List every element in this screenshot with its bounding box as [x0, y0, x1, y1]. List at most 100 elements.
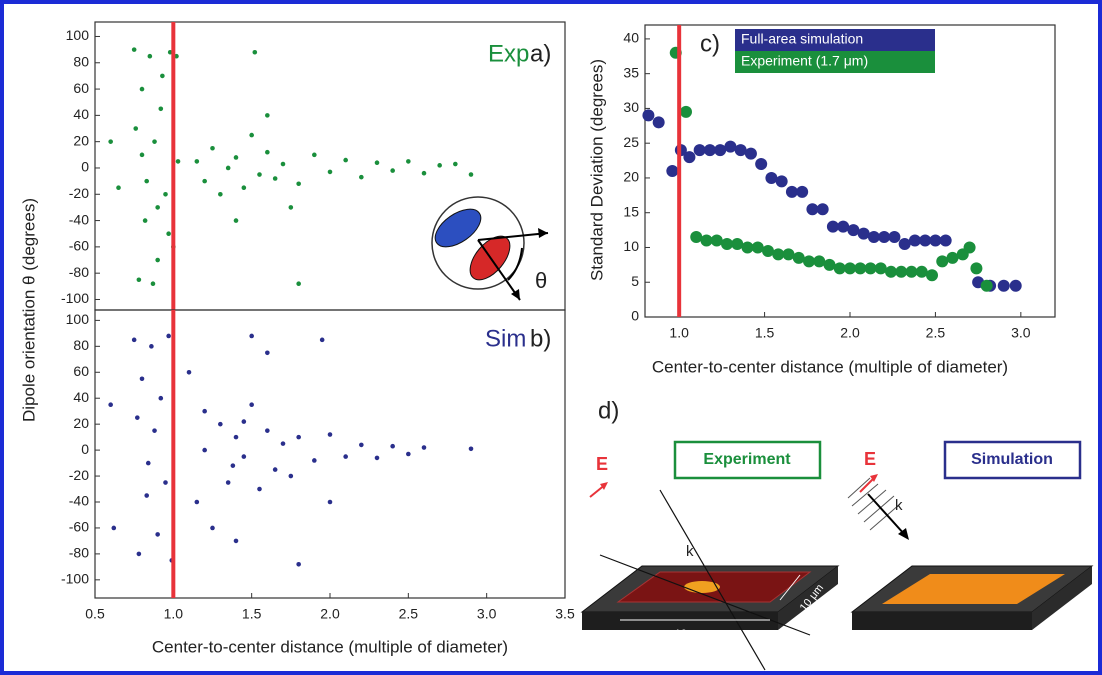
point [241, 454, 247, 459]
point [874, 262, 887, 275]
point [272, 467, 278, 472]
y-axis-title: Standard Deviation (degrees) [587, 59, 606, 281]
point [111, 525, 117, 531]
point [359, 174, 364, 180]
point [186, 369, 192, 375]
point [782, 248, 795, 261]
y-tick-label: 80 [73, 337, 89, 353]
point [792, 251, 805, 264]
point [202, 447, 207, 453]
point [150, 281, 156, 286]
wave-label: k [686, 543, 694, 560]
sim-label: Sim [485, 325, 526, 352]
point [155, 257, 160, 263]
point [312, 458, 317, 463]
point [1009, 279, 1022, 292]
point [296, 561, 301, 567]
x-tick-label: 1.5 [242, 606, 262, 622]
y-tick-label: 30 [623, 99, 639, 115]
x-tick-label: 3.5 [555, 606, 575, 622]
x-tick-label: 1.0 [164, 606, 184, 622]
y-tick-label: 5 [631, 273, 639, 289]
x-tick-label: 2.0 [320, 606, 340, 622]
point [926, 269, 938, 282]
dipole-inset [431, 196, 549, 301]
point [241, 185, 247, 190]
point [296, 181, 301, 187]
x-tick-label: 3.0 [477, 606, 497, 622]
point [765, 171, 778, 184]
point [249, 132, 254, 138]
y-tick-label: -20 [69, 467, 89, 483]
point [225, 165, 231, 171]
point [233, 218, 239, 223]
point [813, 255, 826, 268]
point [854, 262, 867, 275]
point [210, 525, 215, 531]
point [741, 241, 754, 254]
y-tick-label: -20 [69, 185, 89, 201]
point [683, 151, 696, 164]
point [158, 395, 164, 401]
point [751, 241, 764, 254]
point [359, 442, 364, 448]
point [775, 175, 788, 188]
point [700, 234, 713, 247]
box-title: Simulation [971, 451, 1053, 468]
point [155, 205, 160, 210]
y-tick-label: -100 [61, 571, 89, 587]
point [724, 140, 737, 153]
point [714, 144, 727, 157]
point [265, 428, 270, 433]
point [878, 231, 891, 244]
legend-swatch [735, 51, 935, 73]
x-tick-label: 1.5 [755, 325, 775, 341]
point [885, 265, 897, 278]
point [857, 227, 870, 240]
point [265, 113, 270, 118]
point [406, 159, 411, 164]
panel-label: a) [530, 40, 551, 67]
point [919, 234, 932, 247]
point [194, 499, 200, 505]
point [152, 139, 157, 144]
point [823, 258, 836, 271]
y-tick-label: 0 [631, 308, 639, 324]
point [319, 337, 325, 343]
point [272, 176, 278, 181]
point [280, 161, 286, 167]
y-tick-label: 80 [73, 53, 89, 69]
point [734, 144, 747, 157]
x-axis-title: Center-to-center distance (multiple of d… [652, 357, 1008, 376]
y-axis-title: Dipole orientation θ (degrees) [19, 198, 38, 422]
y-tick-label: -40 [69, 493, 89, 509]
point [833, 262, 846, 275]
point [437, 163, 442, 168]
point [806, 203, 819, 216]
point [796, 185, 809, 198]
point [421, 445, 427, 450]
point [241, 419, 247, 424]
y-tick-label: 40 [73, 389, 89, 405]
point [826, 220, 839, 233]
point [252, 49, 258, 55]
point [468, 172, 474, 177]
point [296, 281, 301, 286]
y-tick-label: 20 [73, 415, 89, 431]
point [816, 203, 829, 216]
legend-label: Experiment (1.7 μm) [741, 53, 868, 69]
diagram [580, 440, 1094, 671]
point [131, 47, 137, 52]
y-tick-label: 15 [623, 203, 639, 219]
box-title: Experiment [703, 451, 791, 468]
point [149, 344, 154, 349]
point [327, 432, 333, 437]
y-tick-label: 40 [73, 106, 89, 122]
panel-label: c) [700, 30, 720, 57]
y-tick-label: 35 [623, 64, 639, 80]
point [288, 205, 294, 210]
point [136, 551, 142, 557]
y-tick-label: -80 [69, 264, 89, 280]
